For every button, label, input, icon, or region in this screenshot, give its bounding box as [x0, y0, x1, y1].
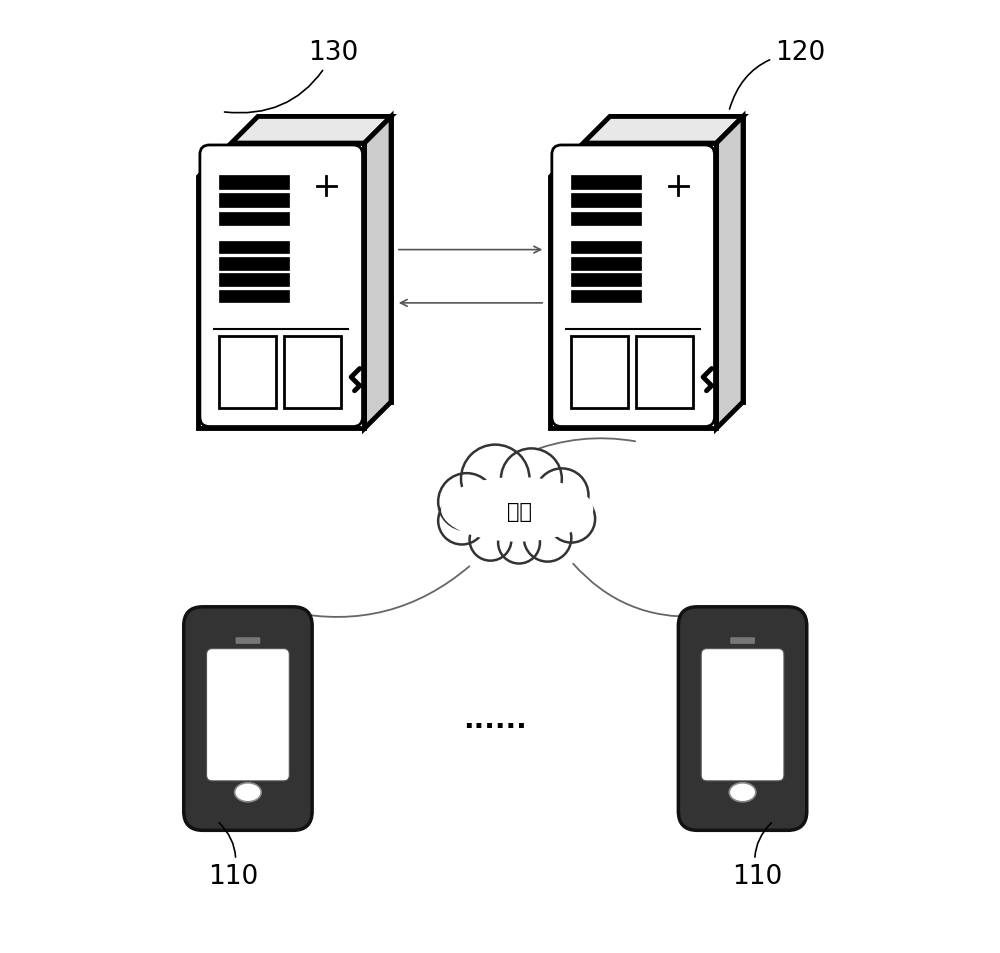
Bar — [571, 291, 641, 303]
FancyBboxPatch shape — [200, 146, 363, 427]
Bar — [571, 242, 641, 254]
Circle shape — [461, 445, 529, 514]
Polygon shape — [583, 117, 743, 144]
Bar — [571, 176, 641, 190]
Polygon shape — [364, 117, 391, 429]
Circle shape — [501, 449, 562, 510]
Circle shape — [470, 519, 511, 561]
Bar — [284, 336, 341, 408]
Bar — [219, 291, 289, 303]
Polygon shape — [550, 144, 716, 429]
Bar — [636, 336, 693, 408]
Bar — [571, 258, 641, 271]
FancyBboxPatch shape — [701, 649, 784, 781]
Bar — [571, 274, 641, 287]
Polygon shape — [225, 117, 391, 402]
Text: 110: 110 — [732, 822, 782, 889]
Polygon shape — [198, 144, 364, 429]
Ellipse shape — [441, 477, 593, 542]
Bar — [219, 194, 289, 208]
Polygon shape — [577, 117, 743, 402]
FancyBboxPatch shape — [552, 146, 715, 427]
Bar — [219, 242, 289, 254]
Bar — [219, 176, 289, 190]
Text: 110: 110 — [209, 822, 259, 889]
Bar — [571, 336, 628, 408]
FancyBboxPatch shape — [207, 649, 289, 781]
Text: 网络: 网络 — [507, 501, 532, 521]
Bar — [571, 194, 641, 208]
Circle shape — [498, 522, 540, 564]
Text: 130: 130 — [225, 40, 359, 113]
Circle shape — [535, 469, 588, 522]
Bar — [219, 213, 289, 226]
Ellipse shape — [235, 783, 261, 802]
FancyBboxPatch shape — [236, 638, 260, 644]
FancyBboxPatch shape — [678, 607, 807, 830]
Bar — [571, 213, 641, 226]
Ellipse shape — [439, 475, 596, 545]
Bar — [219, 274, 289, 287]
Circle shape — [524, 515, 571, 562]
Circle shape — [438, 497, 486, 545]
FancyBboxPatch shape — [730, 638, 755, 644]
Ellipse shape — [729, 783, 756, 802]
Polygon shape — [231, 117, 391, 144]
Circle shape — [438, 474, 495, 531]
FancyBboxPatch shape — [184, 607, 312, 830]
Bar — [219, 336, 276, 408]
Text: ......: ...... — [463, 705, 527, 733]
Polygon shape — [716, 117, 743, 429]
Text: 120: 120 — [730, 40, 825, 110]
Circle shape — [548, 496, 595, 543]
Bar — [219, 258, 289, 271]
